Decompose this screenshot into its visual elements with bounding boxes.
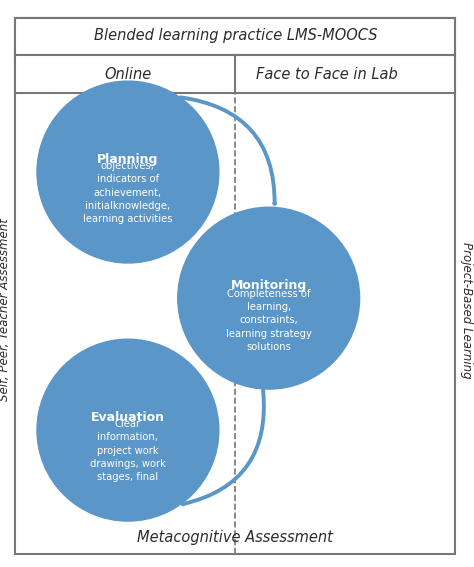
Text: Clear
information,
project work
drawings, work
stages, final: Clear information, project work drawings… (90, 419, 166, 482)
Text: Online: Online (104, 66, 152, 82)
Text: Face to Face in Lab: Face to Face in Lab (256, 66, 398, 82)
FancyArrowPatch shape (181, 98, 275, 204)
Text: Project-Based Learning: Project-Based Learning (460, 242, 473, 378)
Bar (15, 18, 455, 55)
Text: Monitoring: Monitoring (230, 279, 307, 292)
Text: Planning: Planning (97, 153, 159, 166)
Text: Blended learning practice LMS-MOOCS: Blended learning practice LMS-MOOCS (93, 28, 377, 44)
Circle shape (37, 339, 219, 521)
Text: Completeness of
learning,
constraints,
learning strategy
solutions: Completeness of learning, constraints, l… (226, 289, 311, 352)
Text: Metacognitive Assessment: Metacognitive Assessment (137, 530, 333, 545)
Text: objectives,
indicators of
achievement,
initialknowledge,
learning activities: objectives, indicators of achievement, i… (83, 161, 173, 224)
FancyArrowPatch shape (183, 390, 264, 505)
Circle shape (37, 81, 219, 263)
Text: Self, Peer, Teacher Assessment: Self, Peer, Teacher Assessment (0, 218, 11, 401)
Circle shape (178, 208, 360, 389)
Bar (15, 55, 455, 93)
Text: Evaluation: Evaluation (91, 411, 165, 424)
